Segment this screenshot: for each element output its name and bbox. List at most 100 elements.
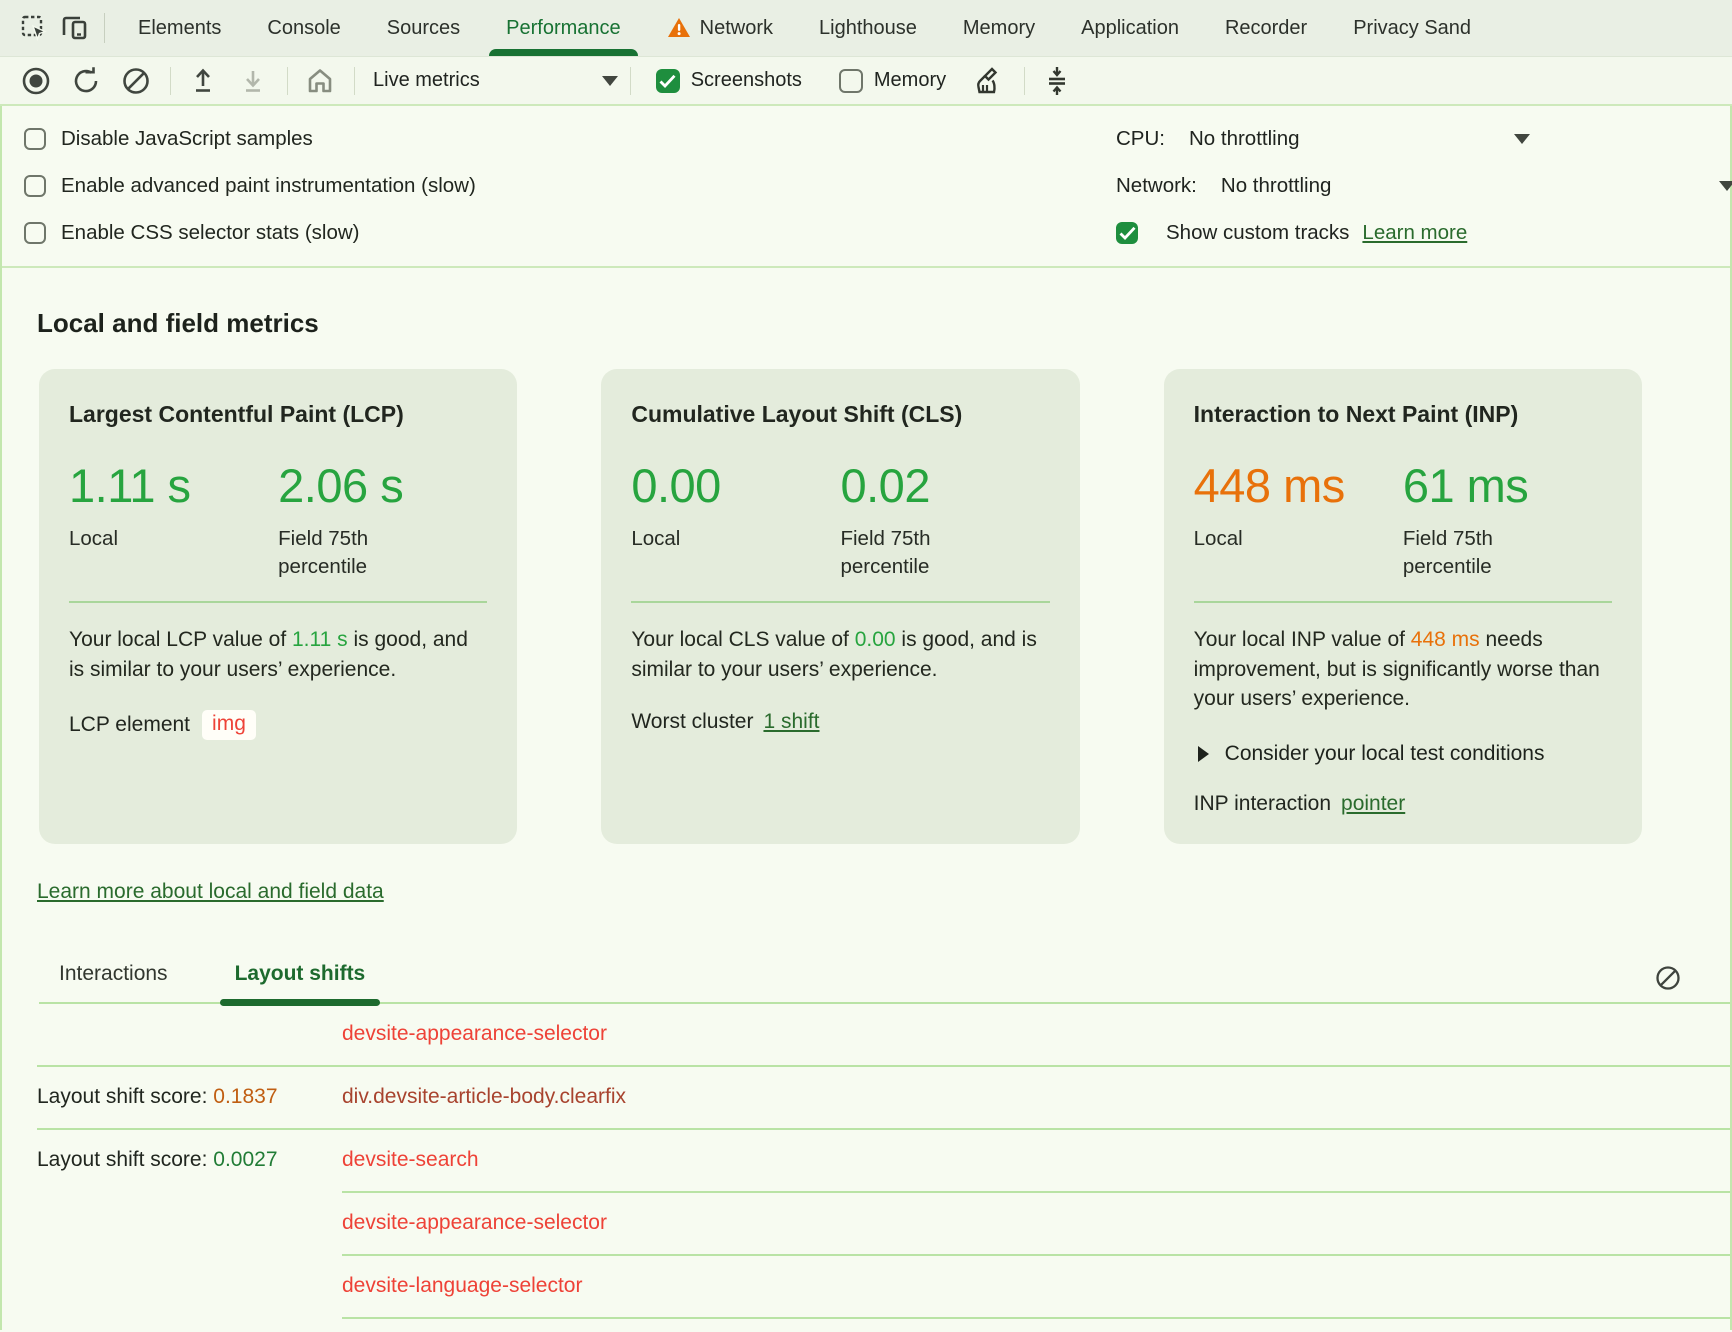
lcp-element-row: LCP element img bbox=[69, 710, 487, 740]
tab-lighthouse[interactable]: Lighthouse bbox=[796, 0, 940, 56]
disable-js-samples-label: Disable JavaScript samples bbox=[61, 126, 313, 150]
tab-interactions[interactable]: Interactions bbox=[48, 962, 179, 1002]
shift-element-link[interactable]: devsite-appearance-selector bbox=[342, 1022, 607, 1045]
tab-label: Layout shifts bbox=[234, 961, 366, 985]
shift-element-link[interactable]: devsite-language-selector bbox=[342, 1274, 583, 1297]
lcp-field-value: 2.06 s bbox=[278, 459, 404, 512]
performance-toolbar: Live metrics Screenshots Memory bbox=[0, 57, 1732, 106]
load-profile-icon[interactable] bbox=[185, 63, 221, 99]
row-divider bbox=[37, 1127, 1730, 1130]
lcp-card: Largest Contentful Paint (LCP) 1.11 s Lo… bbox=[39, 369, 518, 844]
cls-card-title: Cumulative Layout Shift (CLS) bbox=[631, 401, 963, 427]
screenshots-checkbox-row: Screenshots bbox=[645, 68, 802, 93]
table-row: Layout shift score: 0.1837 div.devsite-a… bbox=[37, 1067, 1730, 1128]
custom-tracks-learn-more-link[interactable]: Learn more bbox=[1362, 220, 1468, 244]
inp-interaction-label: INP interaction bbox=[1193, 791, 1332, 815]
cpu-throttling-select[interactable]: CPU: No throttling bbox=[1116, 115, 1730, 162]
warning-triangle-icon bbox=[667, 17, 691, 39]
tab-label: Application bbox=[1081, 16, 1179, 39]
tab-recorder[interactable]: Recorder bbox=[1202, 0, 1330, 56]
tab-memory[interactable]: Memory bbox=[940, 0, 1058, 56]
history-dropdown[interactable]: Live metrics bbox=[373, 69, 618, 92]
field-data-learn-more-link[interactable]: Learn more about local and field data bbox=[37, 879, 384, 903]
card-divider bbox=[1193, 601, 1612, 603]
row-divider bbox=[342, 1316, 1730, 1319]
save-profile-icon[interactable] bbox=[235, 63, 271, 99]
tab-label: Privacy Sand bbox=[1353, 16, 1472, 39]
network-throttling-select[interactable]: Network: No throttling bbox=[1116, 162, 1732, 209]
inp-description: Your local INP value of 448 ms needs imp… bbox=[1194, 625, 1612, 714]
screenshots-checkbox[interactable] bbox=[655, 68, 680, 93]
table-row: devsite-appearance-selector bbox=[37, 1004, 1730, 1065]
toolbar-separator bbox=[170, 66, 171, 95]
inspect-element-icon[interactable] bbox=[14, 0, 54, 56]
chevron-down-icon bbox=[1514, 133, 1530, 144]
tab-label: Memory bbox=[962, 16, 1036, 39]
table-row: devsite-language-selector bbox=[37, 1256, 1730, 1317]
css-selector-stats-checkbox[interactable] bbox=[24, 221, 46, 244]
garbage-collect-icon[interactable] bbox=[972, 63, 1008, 99]
advanced-paint-checkbox[interactable] bbox=[24, 174, 46, 197]
desc-text: is good, and is similar to your users’ e… bbox=[631, 628, 1037, 681]
tab-performance[interactable]: Performance bbox=[483, 0, 644, 56]
toolbar-separator bbox=[629, 66, 631, 95]
lcp-description: Your local LCP value of 1.11 s is good, … bbox=[69, 625, 487, 684]
inp-field-value: 61 ms bbox=[1402, 459, 1529, 512]
shift-element-link[interactable]: div.devsite-article-body.clearfix bbox=[342, 1085, 626, 1108]
worst-cluster-link[interactable]: 1 shift bbox=[763, 710, 820, 733]
collapse-icon[interactable] bbox=[1039, 63, 1075, 99]
live-metrics-view: Local and field metrics Largest Contentf… bbox=[2, 268, 1730, 1332]
custom-tracks-checkbox[interactable] bbox=[1116, 221, 1138, 244]
tab-layout-shifts[interactable]: Layout shifts bbox=[219, 961, 380, 1006]
capture-settings-right: CPU: No throttling Network: No throttlin… bbox=[1116, 115, 1732, 256]
clear-log-icon[interactable] bbox=[1654, 964, 1682, 992]
performance-panel: Disable JavaScript samples Enable advanc… bbox=[0, 106, 1732, 1330]
tab-elements[interactable]: Elements bbox=[115, 0, 244, 56]
inp-interaction-link[interactable]: pointer bbox=[1341, 791, 1406, 815]
toolbar-separator bbox=[354, 66, 355, 95]
memory-checkbox[interactable] bbox=[838, 68, 863, 93]
chevron-down-icon bbox=[601, 75, 618, 86]
cls-field-label: Field 75th percentile bbox=[840, 527, 931, 578]
toolbar-separator bbox=[287, 66, 288, 95]
cpu-label: CPU: bbox=[1116, 126, 1165, 150]
shift-element-link[interactable]: devsite-appearance-selector bbox=[342, 1211, 607, 1234]
lcp-element-link[interactable]: img bbox=[202, 710, 256, 740]
memory-checkbox-row: Memory bbox=[828, 68, 946, 93]
table-row: Layout shift score: 0.0027 devsite-searc… bbox=[37, 1130, 1730, 1191]
tab-privacy-sandbox[interactable]: Privacy Sand bbox=[1330, 0, 1494, 56]
inp-local-label: Local bbox=[1193, 527, 1243, 550]
disclosure-label: Consider your local test conditions bbox=[1224, 741, 1545, 765]
clear-icon[interactable] bbox=[118, 63, 154, 99]
desc-text: needs improvement, but is significantly … bbox=[1193, 628, 1600, 710]
tab-network[interactable]: Network bbox=[644, 0, 796, 56]
record-icon[interactable] bbox=[18, 63, 54, 99]
cls-description: Your local CLS value of 0.00 is good, an… bbox=[631, 625, 1049, 684]
worst-cluster-label: Worst cluster bbox=[631, 710, 754, 733]
shift-element-link[interactable]: devsite-search bbox=[342, 1148, 479, 1171]
screenshots-label: Screenshots bbox=[690, 69, 802, 91]
tab-label: Elements bbox=[138, 16, 222, 39]
local-test-conditions-disclosure[interactable]: Consider your local test conditions bbox=[1194, 742, 1612, 766]
table-row: devsite-appearance-selector bbox=[37, 1193, 1730, 1254]
tab-console[interactable]: Console bbox=[244, 0, 363, 56]
logs-tabbar: Interactions Layout shifts bbox=[39, 958, 1730, 1006]
tab-application[interactable]: Application bbox=[1058, 0, 1202, 56]
inp-card: Interaction to Next Paint (INP) 448 ms L… bbox=[1163, 369, 1642, 844]
tab-label: Sources bbox=[386, 16, 461, 39]
reload-record-icon[interactable] bbox=[68, 63, 104, 99]
capture-settings-pane: Disable JavaScript samples Enable advanc… bbox=[2, 106, 1732, 268]
card-divider bbox=[631, 601, 1050, 603]
inp-interaction-row: INP interaction pointer bbox=[1194, 792, 1612, 816]
inp-field-label: Field 75th percentile bbox=[1402, 527, 1493, 578]
shift-score: Layout shift score: 0.1837 bbox=[37, 1085, 278, 1108]
disable-js-samples-checkbox[interactable] bbox=[24, 127, 46, 150]
advanced-paint-label: Enable advanced paint instrumentation (s… bbox=[61, 173, 476, 197]
home-icon[interactable] bbox=[302, 63, 338, 99]
device-toolbar-icon[interactable] bbox=[54, 0, 94, 56]
lcp-element-label: LCP element bbox=[69, 713, 191, 736]
cls-local-value: 0.00 bbox=[631, 459, 721, 512]
tab-sources[interactable]: Sources bbox=[364, 0, 483, 56]
capture-settings-left: Disable JavaScript samples Enable advanc… bbox=[24, 115, 476, 256]
card-divider bbox=[69, 601, 488, 603]
